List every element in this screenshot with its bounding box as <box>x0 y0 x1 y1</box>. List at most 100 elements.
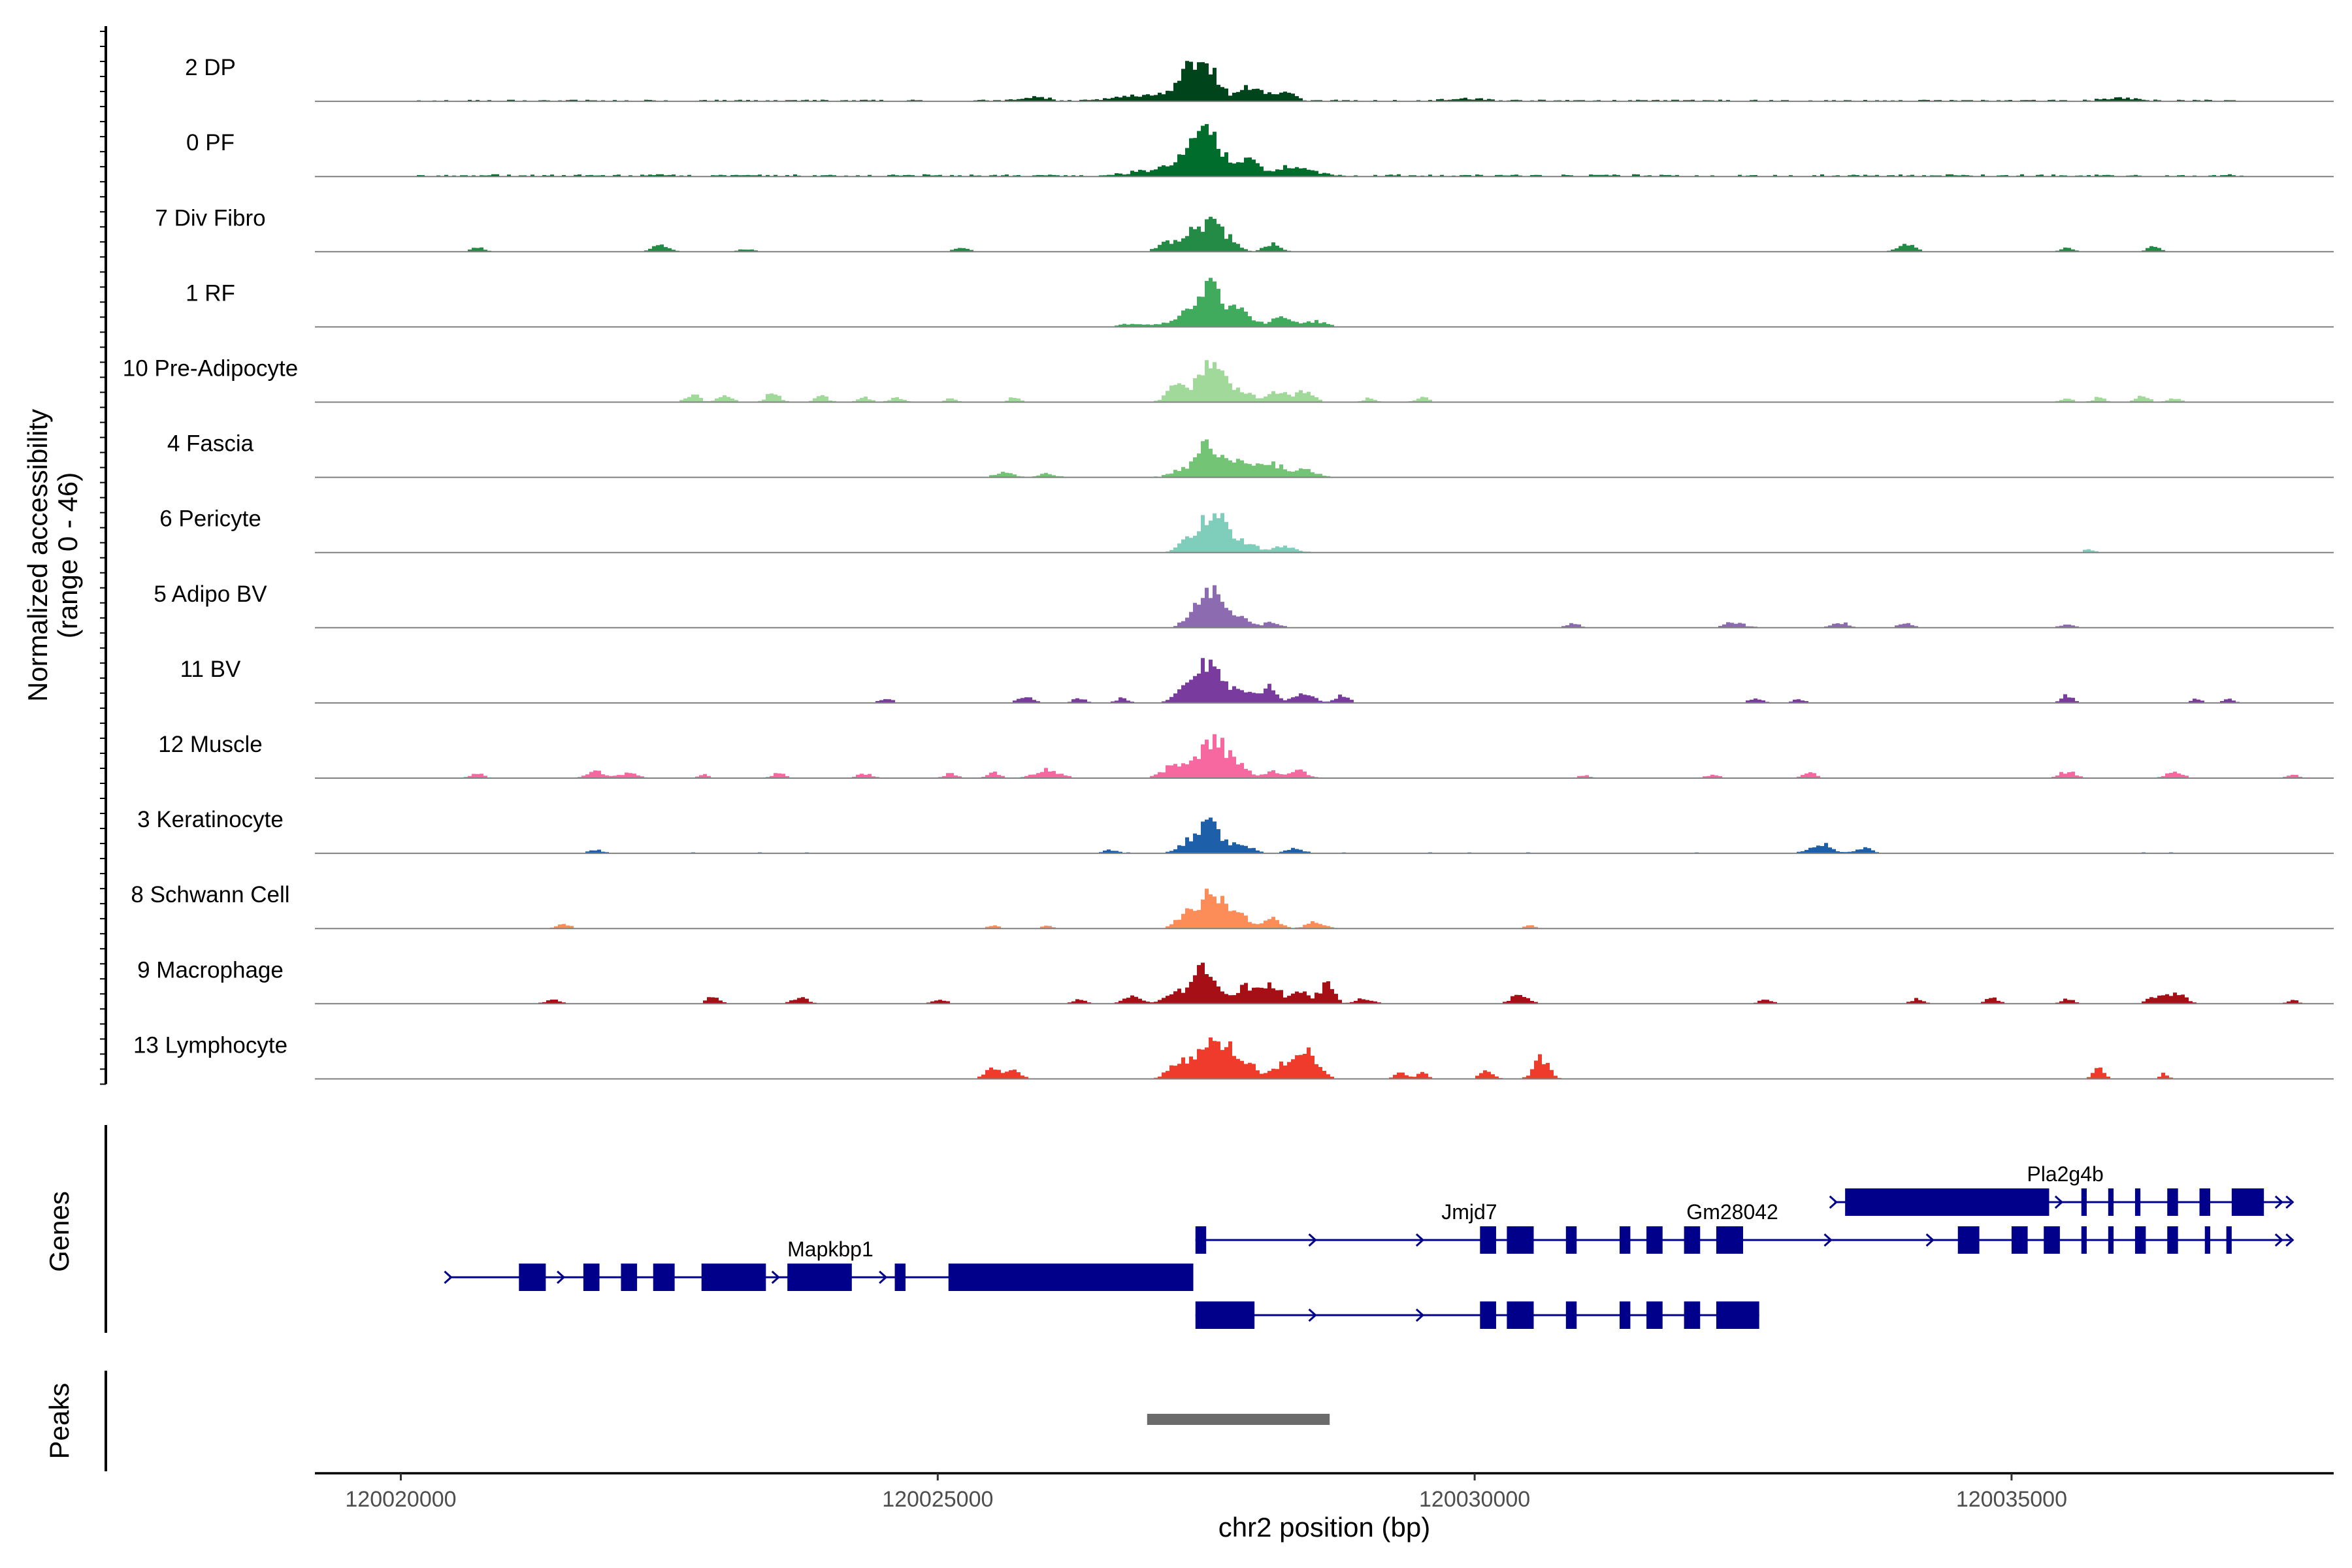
coverage-area <box>315 216 2338 252</box>
gene-exon <box>2044 1226 2060 1254</box>
gene-exon <box>2081 1226 2087 1254</box>
peaks-section: Peaks <box>44 1371 1330 1471</box>
strand-chevron <box>1415 1233 1425 1247</box>
strand-chevron <box>2054 1195 2064 1209</box>
gene-mapkbp1 <box>444 1264 1194 1291</box>
track-label: 12 Muscle <box>158 732 263 757</box>
track-label: 13 Lymphocyte <box>133 1032 287 1058</box>
coverage-area <box>315 962 2338 1004</box>
gene-jmjd7-b <box>1195 1301 1759 1329</box>
track-label: 1 RF <box>186 280 235 306</box>
gene-exon <box>1195 1226 1207 1254</box>
gene-exon <box>2081 1188 2087 1216</box>
strand-chevron <box>557 1270 566 1284</box>
gene-models: Mapkbp1 Jmjd7 Gm28042 Pla2g4b <box>444 1162 2295 1329</box>
coverage-area <box>315 360 2338 402</box>
gene-label: Gm28042 <box>1686 1200 1778 1224</box>
gene-label: Pla2g4b <box>2027 1162 2103 1186</box>
coverage-area <box>315 123 2338 177</box>
coverage-area <box>315 278 2338 327</box>
coverage-area <box>315 658 2338 703</box>
track-label: 7 Div Fibro <box>155 205 265 231</box>
gene-exon <box>519 1264 546 1291</box>
track-label: 2 DP <box>185 55 236 80</box>
gene-exon <box>2108 1226 2114 1254</box>
coverage-tracks: 2 DP 0 PF 7 Div Fibro 1 RF 10 Pre-Adipocyte 4… <box>123 55 2338 1080</box>
strand-chevron <box>1823 1233 1833 1247</box>
track-4-fascia: 4 Fascia <box>167 431 2338 478</box>
gene-label: Mapkbp1 <box>787 1237 874 1261</box>
gene-label: Jmjd7 <box>1441 1200 1497 1224</box>
gene-exon <box>948 1264 1194 1291</box>
track-label: 10 Pre-Adipocyte <box>123 356 298 382</box>
gene-exon <box>1619 1226 1631 1254</box>
x-ticks: 120020000 120025000 120030000 120035000 <box>345 1473 2067 1512</box>
track-label: 6 Pericyte <box>159 506 261 532</box>
gene-gm28042 <box>1743 1226 2295 1254</box>
strand-chevron <box>2285 1195 2295 1209</box>
gene-exon <box>1507 1226 1534 1254</box>
gene-exon <box>621 1264 638 1291</box>
track-9-macrophage: 9 Macrophage <box>137 957 2338 1005</box>
gene-exon <box>1195 1301 1255 1329</box>
track-label: 11 BV <box>180 657 241 682</box>
track-5-adipo-bv: 5 Adipo BV <box>154 581 2338 629</box>
track-label: 5 Adipo BV <box>154 581 267 607</box>
gene-exon <box>2108 1188 2114 1216</box>
strand-chevron <box>2285 1233 2295 1247</box>
gene-exon <box>2226 1226 2232 1254</box>
gene-exon <box>1619 1301 1631 1329</box>
track-6-pericyte: 6 Pericyte <box>159 506 2338 553</box>
gene-exon <box>1957 1226 1980 1254</box>
track-12-muscle: 12 Muscle <box>158 732 2338 779</box>
y-axis-title: Normalized accessibility (range 0 - 46) <box>22 409 83 702</box>
track-3-keratinocyte: 3 Keratinocyte <box>137 807 2338 855</box>
track-label: 4 Fascia <box>167 431 254 457</box>
gene-exon <box>1507 1301 1534 1329</box>
strand-chevron <box>444 1270 453 1284</box>
track-0-pf: 0 PF <box>186 123 2338 178</box>
coverage-area <box>315 61 2338 102</box>
coverage-area <box>315 439 2338 478</box>
gene-exon <box>1565 1301 1577 1329</box>
x-tick-label: 120030000 <box>1419 1487 1530 1512</box>
gene-exon <box>1845 1188 2050 1216</box>
gene-exon <box>2199 1188 2210 1216</box>
track-11-bv: 11 BV <box>180 657 2338 704</box>
coverage-area <box>315 734 2338 778</box>
gene-exon <box>1480 1226 1496 1254</box>
x-axis-label: chr2 position (bp) <box>1218 1512 1431 1543</box>
x-axis: 120020000 120025000 120030000 120035000 chr… <box>315 1472 2334 1543</box>
strand-chevron <box>2274 1233 2284 1247</box>
track-7-div-fibro: 7 Div Fibro <box>155 205 2338 253</box>
genes-axis-label: Genes <box>44 1191 74 1272</box>
track-10-pre-adipocyte: 10 Pre-Adipocyte <box>123 356 2338 403</box>
strand-chevron <box>879 1270 888 1284</box>
track-axis <box>100 26 107 1085</box>
strand-chevron <box>1829 1195 1838 1209</box>
peak-regions <box>1147 1414 1330 1425</box>
peak-region-bar <box>1147 1414 1330 1425</box>
track-13-lymphocyte: 13 Lymphocyte <box>133 1032 2338 1080</box>
gene-exon <box>701 1264 766 1291</box>
gene-exon <box>2231 1188 2264 1216</box>
track-label: 8 Schwann Cell <box>131 882 289 907</box>
strand-chevron <box>1308 1233 1317 1247</box>
coverage-area <box>315 889 2338 929</box>
strand-chevron <box>1415 1308 1425 1322</box>
strand-chevron <box>2274 1195 2284 1209</box>
gene-exon <box>1716 1226 1744 1254</box>
gene-pla2g4b <box>1829 1188 2295 1216</box>
gene-exon <box>787 1264 852 1291</box>
gene-exon <box>2167 1226 2178 1254</box>
gene-exon <box>2167 1188 2178 1216</box>
gene-jmjd7 <box>1195 1226 1744 1254</box>
gene-exon <box>1565 1226 1577 1254</box>
x-tick-label: 120035000 <box>1956 1487 2067 1512</box>
genes-section: Genes Mapkbp1 Jmjd7 Gm28042 Pla2g4b <box>44 1125 2295 1333</box>
track-label: 9 Macrophage <box>137 957 284 983</box>
gene-exon <box>583 1264 600 1291</box>
track-1-rf: 1 RF <box>186 278 2338 328</box>
track-label: 0 PF <box>186 130 235 155</box>
